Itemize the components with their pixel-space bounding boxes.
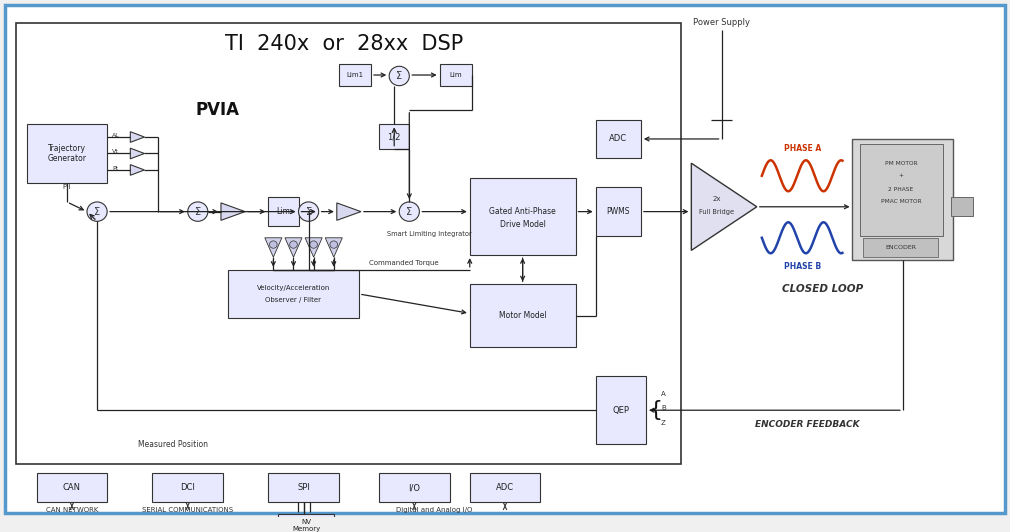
Text: A: A bbox=[662, 390, 666, 397]
Text: Z: Z bbox=[662, 420, 666, 426]
Circle shape bbox=[330, 241, 337, 248]
FancyBboxPatch shape bbox=[153, 473, 223, 502]
Circle shape bbox=[290, 241, 297, 248]
FancyBboxPatch shape bbox=[338, 64, 371, 86]
Text: QEP: QEP bbox=[612, 406, 629, 415]
FancyBboxPatch shape bbox=[379, 473, 449, 502]
Text: +: + bbox=[898, 173, 903, 178]
Text: Lim: Lim bbox=[277, 207, 290, 216]
Text: PM MOTOR: PM MOTOR bbox=[885, 161, 917, 165]
FancyBboxPatch shape bbox=[5, 5, 1005, 513]
Text: 1/2: 1/2 bbox=[388, 132, 401, 141]
Text: Velocity/Acceleration: Velocity/Acceleration bbox=[257, 285, 330, 291]
Circle shape bbox=[188, 202, 208, 221]
Text: CLOSED LOOP: CLOSED LOOP bbox=[782, 284, 863, 294]
Polygon shape bbox=[691, 163, 756, 251]
Text: Drive Model: Drive Model bbox=[500, 220, 545, 229]
Text: {: { bbox=[648, 400, 663, 420]
Text: DCI: DCI bbox=[181, 483, 195, 492]
Text: CAN: CAN bbox=[63, 483, 81, 492]
Text: I/O: I/O bbox=[408, 483, 420, 492]
FancyBboxPatch shape bbox=[852, 139, 953, 260]
Text: ADC: ADC bbox=[609, 135, 627, 144]
Circle shape bbox=[87, 202, 107, 221]
Text: TI  240x  or  28xx  DSP: TI 240x or 28xx DSP bbox=[224, 34, 463, 54]
Polygon shape bbox=[285, 238, 302, 257]
Text: ENCODER: ENCODER bbox=[886, 245, 916, 250]
Text: AL: AL bbox=[112, 133, 120, 138]
Polygon shape bbox=[336, 203, 361, 220]
Text: Lim1: Lim1 bbox=[346, 72, 364, 78]
Text: CAN NETWORK: CAN NETWORK bbox=[45, 507, 98, 513]
Text: Full Bridge: Full Bridge bbox=[699, 209, 734, 214]
FancyBboxPatch shape bbox=[860, 144, 943, 236]
FancyBboxPatch shape bbox=[269, 473, 338, 502]
Polygon shape bbox=[221, 203, 245, 220]
Text: P,I: P,I bbox=[63, 185, 71, 190]
Polygon shape bbox=[305, 238, 322, 257]
Text: Σ: Σ bbox=[306, 206, 312, 217]
Text: Measured Position: Measured Position bbox=[137, 439, 208, 448]
FancyBboxPatch shape bbox=[279, 514, 333, 532]
Polygon shape bbox=[265, 238, 282, 257]
FancyBboxPatch shape bbox=[269, 197, 299, 226]
Polygon shape bbox=[130, 148, 144, 159]
Text: PMAC MOTOR: PMAC MOTOR bbox=[881, 200, 921, 204]
Text: SPI: SPI bbox=[297, 483, 310, 492]
Text: Vt: Vt bbox=[112, 149, 119, 154]
Text: Gated Anti-Phase: Gated Anti-Phase bbox=[489, 207, 556, 216]
FancyBboxPatch shape bbox=[596, 187, 641, 236]
Circle shape bbox=[270, 241, 277, 248]
Text: PVIA: PVIA bbox=[196, 101, 240, 119]
Circle shape bbox=[399, 202, 419, 221]
Circle shape bbox=[299, 202, 319, 221]
FancyBboxPatch shape bbox=[470, 284, 576, 347]
FancyBboxPatch shape bbox=[16, 23, 682, 463]
FancyBboxPatch shape bbox=[470, 473, 540, 502]
Text: 2 PHASE: 2 PHASE bbox=[888, 187, 913, 192]
Text: Lim: Lim bbox=[449, 72, 462, 78]
Text: Trajectory
Generator: Trajectory Generator bbox=[47, 144, 87, 163]
Text: NV
Memory: NV Memory bbox=[292, 520, 320, 532]
Text: B: B bbox=[662, 405, 666, 411]
FancyBboxPatch shape bbox=[596, 120, 641, 159]
Text: Pt: Pt bbox=[112, 166, 118, 171]
Text: Digital and Analog I/O: Digital and Analog I/O bbox=[396, 507, 473, 513]
Text: PWMS: PWMS bbox=[607, 207, 630, 216]
Text: Commanded Torque: Commanded Torque bbox=[370, 260, 439, 266]
FancyBboxPatch shape bbox=[863, 238, 938, 257]
Text: ENCODER FEEDBACK: ENCODER FEEDBACK bbox=[754, 420, 860, 429]
Text: PHASE A: PHASE A bbox=[784, 144, 821, 153]
Text: ADC: ADC bbox=[496, 483, 514, 492]
Text: Power Supply: Power Supply bbox=[693, 18, 750, 27]
Text: Σ: Σ bbox=[94, 206, 100, 217]
Circle shape bbox=[389, 66, 409, 86]
Polygon shape bbox=[130, 164, 144, 175]
Text: PHASE B: PHASE B bbox=[784, 262, 821, 271]
Text: SERIAL COMMUNICATIONS: SERIAL COMMUNICATIONS bbox=[142, 507, 233, 513]
Text: Σ: Σ bbox=[195, 206, 201, 217]
Text: 2x: 2x bbox=[712, 196, 721, 202]
Text: Smart Limiting Integrator: Smart Limiting Integrator bbox=[387, 231, 472, 237]
FancyBboxPatch shape bbox=[36, 473, 107, 502]
FancyBboxPatch shape bbox=[951, 197, 974, 217]
FancyBboxPatch shape bbox=[439, 64, 472, 86]
Text: Motor Model: Motor Model bbox=[499, 311, 546, 320]
Circle shape bbox=[310, 241, 317, 248]
FancyBboxPatch shape bbox=[228, 270, 359, 318]
Text: Σ: Σ bbox=[396, 71, 402, 81]
Polygon shape bbox=[130, 132, 144, 143]
FancyBboxPatch shape bbox=[596, 376, 646, 444]
FancyBboxPatch shape bbox=[470, 178, 576, 255]
FancyBboxPatch shape bbox=[379, 124, 409, 148]
Text: Σ: Σ bbox=[406, 206, 412, 217]
Polygon shape bbox=[325, 238, 342, 257]
Text: Observer / Filter: Observer / Filter bbox=[266, 297, 321, 303]
FancyBboxPatch shape bbox=[26, 124, 107, 182]
